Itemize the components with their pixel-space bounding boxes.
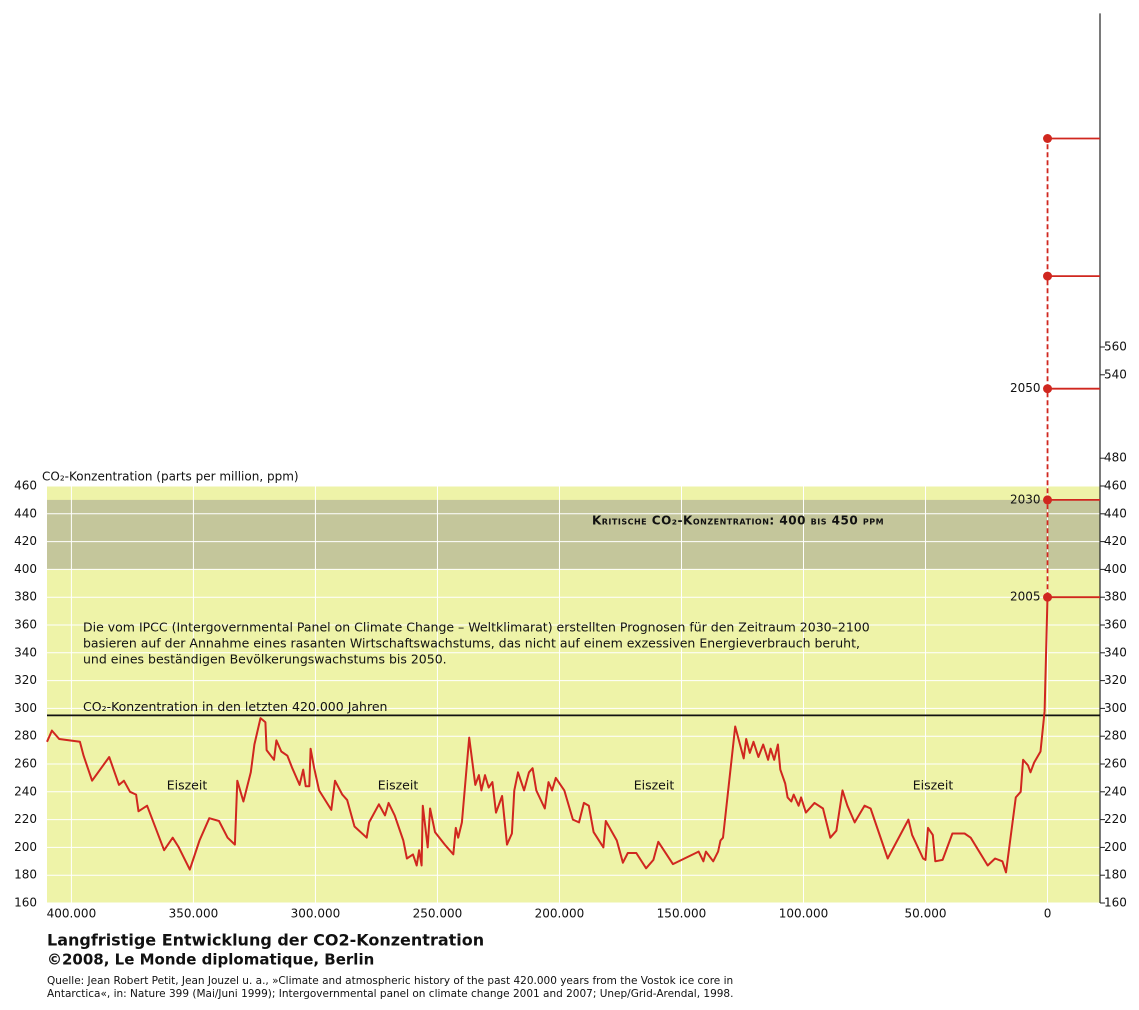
x-tick-label: 200.000 (535, 907, 585, 921)
projection-point (1043, 134, 1053, 143)
y-tick-label: 180 (14, 868, 37, 882)
x-tick-label: 150.000 (657, 907, 707, 921)
y2-tick-label: 220 (1104, 812, 1127, 826)
x-tick-label: 100.000 (779, 907, 829, 921)
x-tick-label: 350.000 (169, 907, 219, 921)
y2-tick-label: 380 (1104, 590, 1127, 604)
y-tick-label: 280 (14, 729, 37, 743)
y2-tick-label: 440 (1104, 506, 1127, 520)
data-line (46, 597, 1049, 874)
period-label: Eiszeit (634, 778, 675, 793)
source: Antarctica«, in: Nature 399 (Mai/Juni 19… (47, 988, 733, 1000)
source: Quelle: Jean Robert Petit, Jean Jouzel u… (47, 975, 733, 987)
x-tick-label: 250.000 (413, 907, 463, 921)
y-tick-label: 260 (14, 757, 37, 771)
y-tick-label: 360 (14, 618, 37, 632)
y-tick-label: 300 (14, 701, 37, 715)
y-tick-label: 320 (14, 673, 37, 687)
y-tick-label: 220 (14, 812, 37, 826)
annotation: und eines beständigen Bevölkerungswachst… (83, 652, 447, 667)
y2-tick-label: 460 (1104, 479, 1127, 493)
y-tick-label: 240 (14, 784, 37, 798)
period-label: Eiszeit (167, 778, 208, 793)
y-tick-label: 440 (14, 506, 37, 520)
y2-tick-label: 320 (1104, 673, 1127, 687)
y-axis-title: CO₂-Konzentration (parts per million, pp… (42, 470, 299, 484)
chart-title: Langfristige Entwicklung der CO2-Konzent… (47, 931, 484, 950)
projection-point (1043, 271, 1053, 281)
annotation: basieren auf der Annahme eines rasanten … (83, 636, 860, 651)
y2-tick-label: 280 (1104, 729, 1127, 743)
x-tick-label: 50.000 (905, 907, 947, 921)
y2-tick-label: 540 (1104, 367, 1127, 381)
critical-band (47, 499, 1100, 570)
y-tick-label: 460 (14, 479, 37, 493)
y2-tick-label: 200 (1104, 840, 1127, 854)
projection-point (1043, 384, 1053, 394)
y2-tick-label: 340 (1104, 645, 1127, 659)
band-label: Kritische CO₂-Konzentration: 400 bis 450… (592, 513, 884, 527)
y2-tick-label: 420 (1104, 534, 1127, 548)
period-label: Eiszeit (913, 778, 954, 793)
y-tick-label: 200 (14, 840, 37, 854)
y-tick-label: 160 (14, 896, 37, 910)
y-tick-label: 400 (14, 562, 37, 576)
y-tick-label: 420 (14, 534, 37, 548)
reference-label: CO₂-Konzentration in den letzten 420.000… (83, 699, 387, 714)
projection-point (1043, 495, 1053, 505)
y-tick-label: 340 (14, 645, 37, 659)
x-tick-label: 300.000 (291, 907, 341, 921)
period-label: Eiszeit (378, 778, 419, 793)
projection-point (1043, 592, 1053, 602)
x-tick-label: 0 (1044, 907, 1052, 921)
y2-tick-label: 400 (1104, 562, 1127, 576)
projection-label: 2030 (1010, 492, 1041, 506)
chart-subtitle: ©2008, Le Monde diplomatique, Berlin (47, 951, 374, 969)
y2-tick-label: 480 (1104, 451, 1127, 465)
projection-label: 2050 (1010, 381, 1041, 395)
y-tick-label: 380 (14, 590, 37, 604)
projection-label: 2005 (1010, 590, 1041, 604)
y2-tick-label: 260 (1104, 757, 1127, 771)
y2-tick-label: 300 (1104, 701, 1127, 715)
y2-tick-label: 180 (1104, 868, 1127, 882)
annotation: Die vom IPCC (Intergovernmental Panel on… (83, 620, 870, 635)
x-tick-label: 400.000 (47, 907, 97, 921)
y2-tick-label: 240 (1104, 784, 1127, 798)
y2-tick-label: 560 (1104, 340, 1127, 354)
y2-tick-label: 360 (1104, 618, 1127, 632)
y2-tick-label: 160 (1104, 896, 1127, 910)
